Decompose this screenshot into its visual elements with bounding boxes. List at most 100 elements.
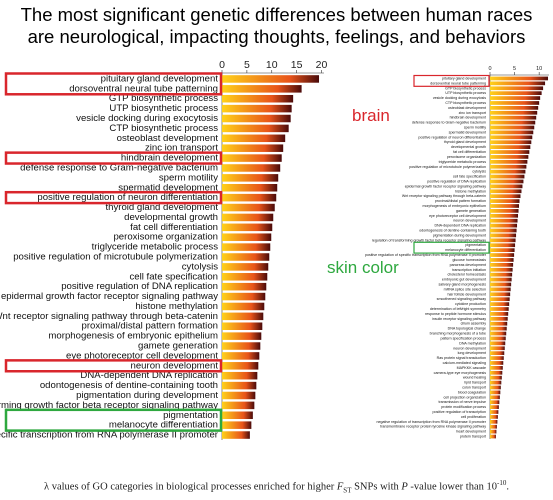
bar bbox=[490, 287, 511, 292]
bar bbox=[222, 174, 279, 182]
category-label: thyroid gland development bbox=[105, 202, 218, 213]
highlight-box-skin bbox=[413, 241, 490, 254]
bar bbox=[490, 267, 513, 272]
bar bbox=[490, 434, 496, 439]
category-label: pituitary gland development bbox=[101, 73, 219, 84]
bar bbox=[490, 150, 530, 154]
bar bbox=[490, 331, 507, 336]
bar bbox=[490, 199, 520, 203]
x-tick-label: 10 bbox=[536, 66, 542, 72]
category-label: UTP biosynthetic process bbox=[445, 91, 486, 95]
category-label: hindbrain development bbox=[450, 116, 486, 120]
bar bbox=[490, 248, 515, 253]
bar bbox=[490, 86, 544, 91]
highlight-box-brain bbox=[413, 74, 490, 87]
category-label: positive regulation of neuron differenti… bbox=[37, 192, 218, 203]
category-label: pituitary gland development bbox=[442, 76, 486, 80]
category-label: spermatid development bbox=[449, 130, 486, 134]
bar bbox=[490, 326, 507, 331]
category-label: DNA-dependent DNA replication bbox=[434, 224, 486, 228]
bar bbox=[222, 124, 289, 133]
bar bbox=[222, 352, 260, 360]
bar bbox=[490, 375, 502, 380]
bar bbox=[490, 272, 513, 277]
category-label: calcium-mediated signaling bbox=[443, 361, 486, 365]
bar bbox=[490, 96, 541, 100]
category-label: cell fate specification bbox=[129, 271, 218, 282]
category-label: positive regulation of DNA replication bbox=[427, 179, 486, 183]
category-label: peroxisome organization bbox=[447, 155, 486, 159]
caption-st: ST bbox=[343, 486, 352, 495]
bar bbox=[490, 312, 509, 316]
category-label: forming growth factor beta receptor sign… bbox=[0, 400, 218, 411]
bar bbox=[490, 135, 533, 140]
bar bbox=[490, 81, 546, 86]
bar bbox=[222, 233, 272, 241]
bar bbox=[490, 385, 501, 390]
bar bbox=[490, 159, 528, 164]
bar bbox=[490, 361, 504, 365]
bar bbox=[222, 302, 265, 311]
bar bbox=[490, 262, 514, 267]
bar bbox=[490, 179, 524, 184]
category-label: positive regulation of neuron differenti… bbox=[418, 135, 486, 139]
category-label: odontogenesis of dentine-containing toot… bbox=[40, 380, 218, 391]
category-label: transmission of nerve impulse bbox=[438, 400, 486, 404]
category-label: pancreas development bbox=[450, 263, 486, 267]
bar bbox=[490, 341, 506, 346]
bar bbox=[490, 419, 498, 424]
category-label: defense response to Gram-negative bacter… bbox=[20, 162, 218, 173]
bar bbox=[222, 213, 274, 222]
category-label: cytokine production bbox=[455, 302, 486, 306]
category-label: osteoblast development bbox=[117, 133, 219, 144]
category-label: developmental growth bbox=[451, 145, 486, 149]
headline-line-1: The most significant genetic differences… bbox=[20, 4, 533, 25]
category-label: cell projection organization bbox=[443, 395, 486, 399]
category-label: dorsoventral neural tube patterning bbox=[69, 83, 218, 94]
category-label: neuron development bbox=[453, 346, 486, 350]
x-tick-label: 0 bbox=[219, 59, 225, 71]
bar bbox=[490, 405, 499, 409]
category-label: cell proliferation bbox=[461, 415, 486, 419]
bar bbox=[490, 140, 532, 145]
category-label: triglyceride metabolic process bbox=[92, 242, 219, 253]
category-label: regulation of transforming growth factor… bbox=[372, 238, 486, 242]
category-label: embryonic gut development bbox=[442, 278, 486, 282]
bar bbox=[490, 76, 549, 81]
bar bbox=[490, 120, 536, 125]
highlight-box-brain bbox=[4, 151, 223, 165]
category-label: positive regulation of specific transcri… bbox=[365, 253, 487, 257]
bar bbox=[490, 145, 531, 149]
x-tick-label: 5 bbox=[244, 59, 250, 71]
bar bbox=[490, 258, 514, 262]
main-bar-chart: 0 5 10 15 20 pituitary gland developmentdorso… bbox=[0, 59, 328, 441]
bar bbox=[490, 169, 526, 174]
bar bbox=[490, 101, 540, 105]
category-label: CTP biosynthetic process bbox=[445, 101, 486, 105]
bar bbox=[490, 410, 499, 414]
bar bbox=[490, 253, 515, 257]
bar bbox=[222, 431, 250, 439]
category-label: positive regulation of DNA replication bbox=[61, 281, 218, 292]
caption-f: F bbox=[336, 481, 344, 493]
bar bbox=[490, 194, 521, 199]
bar bbox=[490, 155, 529, 159]
bar bbox=[490, 282, 512, 287]
category-label: epidermal growth factor receptor signali… bbox=[405, 184, 487, 188]
bar bbox=[222, 134, 286, 143]
x-tick-label: 20 bbox=[316, 59, 328, 71]
category-label: transmembrane receptor protein tyrosine … bbox=[380, 425, 486, 429]
bar bbox=[222, 322, 263, 331]
bar bbox=[490, 209, 519, 213]
category-label: proximal/distal pattern formation bbox=[435, 199, 486, 203]
bar bbox=[222, 391, 256, 400]
bar bbox=[490, 228, 517, 233]
x-tick-label: 10 bbox=[266, 59, 278, 71]
category-label: pigmentation bbox=[163, 410, 218, 421]
category-label: dorsoventral neural tube patterning bbox=[430, 81, 486, 85]
skin-color-annotation: skin color bbox=[327, 258, 399, 277]
bar bbox=[490, 164, 527, 169]
category-label: GTP biosynthetic process bbox=[109, 93, 218, 104]
bar bbox=[490, 218, 518, 223]
category-label: vesicle docking during exocytosis bbox=[76, 113, 218, 124]
